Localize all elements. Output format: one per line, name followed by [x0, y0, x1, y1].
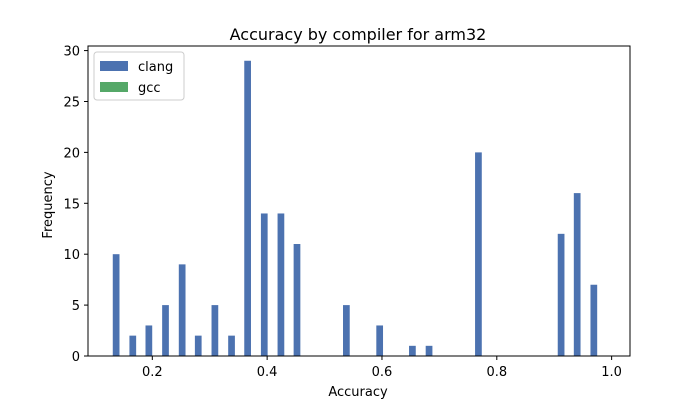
x-axis-label: Accuracy	[328, 385, 388, 400]
y-tick-label: 25	[63, 95, 80, 110]
bar-clang-14	[409, 345, 416, 356]
legend-label-clang: clang	[138, 60, 173, 75]
bar-clang-6	[211, 305, 219, 356]
x-axis-ticks: 0.2 0.4 0.6 0.8 1.0	[142, 356, 622, 380]
bar-clang-1	[129, 335, 137, 356]
bar-clang-4	[178, 264, 186, 356]
bar-clang-10	[277, 213, 285, 356]
bar-clang-19	[590, 284, 598, 356]
y-tick-label: 10	[63, 248, 80, 263]
x-tick-label: 0.4	[257, 365, 278, 380]
plot-frame	[87, 45, 631, 357]
bars-layer	[112, 60, 598, 356]
legend-label-gcc: gcc	[138, 81, 161, 96]
y-tick-label: 20	[63, 146, 80, 161]
y-tick-label: 5	[72, 299, 80, 314]
bar-clang-7	[228, 335, 235, 356]
bar-clang-18	[573, 193, 581, 356]
y-tick-label: 15	[63, 197, 80, 212]
bar-clang-5	[194, 335, 202, 356]
x-tick-label: 0.6	[372, 365, 393, 380]
y-axis-ticks: 0 5 10 15 20 25 30	[63, 45, 88, 365]
bar-clang-16	[475, 152, 482, 356]
bar-clang-2	[145, 325, 153, 356]
chart-title: Accuracy by compiler for arm32	[230, 25, 487, 44]
bar-clang-17	[557, 233, 565, 356]
bar-clang-15	[425, 345, 433, 356]
bar-clang-9	[260, 213, 268, 356]
bar-clang-0	[112, 254, 120, 356]
legend-swatch-clang	[100, 61, 128, 71]
y-tick-label: 0	[72, 350, 80, 365]
x-tick-label: 0.8	[486, 365, 507, 380]
y-tick-label: 30	[63, 45, 80, 60]
legend: clang gcc	[93, 51, 185, 101]
bar-clang-8	[244, 60, 251, 356]
x-tick-label: 0.2	[142, 365, 163, 380]
bar-clang-3	[162, 305, 169, 356]
x-tick-label: 1.0	[601, 365, 622, 380]
legend-swatch-gcc	[100, 82, 128, 92]
bar-clang-11	[293, 244, 301, 356]
y-axis-label: Frequency	[41, 171, 56, 238]
bar-clang-12	[343, 305, 350, 356]
bar-clang-13	[376, 325, 384, 356]
